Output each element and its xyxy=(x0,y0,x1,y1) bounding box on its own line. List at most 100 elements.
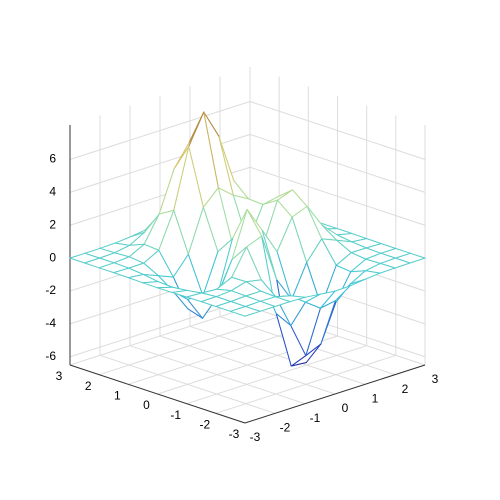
mesh-line xyxy=(203,111,220,137)
mesh-line xyxy=(231,208,248,260)
mesh-line xyxy=(113,272,129,279)
mesh-line xyxy=(218,135,234,196)
mesh-line xyxy=(305,307,321,357)
mesh-line xyxy=(188,111,205,148)
mesh-line xyxy=(335,264,352,273)
mesh-line xyxy=(336,239,352,254)
mesh-line xyxy=(201,288,218,294)
mesh-line xyxy=(217,238,233,296)
mesh-line xyxy=(202,187,219,208)
mesh-line xyxy=(245,279,262,283)
mesh-line xyxy=(143,249,160,264)
mesh-face xyxy=(172,291,203,319)
mesh-line xyxy=(409,257,426,264)
mesh-line xyxy=(187,206,204,255)
mesh-line xyxy=(173,146,190,170)
mesh-face xyxy=(217,209,248,295)
mesh-line xyxy=(142,282,158,289)
z-tick-label: -4 xyxy=(45,316,56,330)
mesh-line xyxy=(186,296,202,303)
mesh-face xyxy=(335,270,366,303)
mesh-line xyxy=(289,295,306,298)
mesh-face xyxy=(350,270,380,284)
y-tick-label: 3 xyxy=(56,369,63,383)
mesh-line xyxy=(172,253,189,278)
mesh-face xyxy=(203,112,234,196)
mesh-line xyxy=(215,305,231,312)
mesh-face xyxy=(262,230,292,300)
mesh-face xyxy=(203,187,233,252)
mesh-line xyxy=(365,247,382,254)
mesh-face xyxy=(128,263,159,276)
mesh-line xyxy=(259,305,276,312)
mesh-face xyxy=(336,252,366,272)
mesh-face xyxy=(173,146,204,255)
mesh-face xyxy=(188,112,219,208)
mesh-face xyxy=(158,275,188,309)
mesh-line xyxy=(305,343,322,364)
mesh-line xyxy=(172,286,188,291)
mesh-line xyxy=(215,300,232,307)
mesh-line xyxy=(274,301,291,307)
x-tick-label: 2 xyxy=(402,382,409,396)
mesh-line xyxy=(99,247,116,254)
y-tick-label: -1 xyxy=(170,408,181,422)
mesh-line xyxy=(290,362,307,367)
mesh-line xyxy=(245,295,261,302)
mesh-face xyxy=(350,259,381,272)
mesh-line xyxy=(217,187,234,247)
mesh-line xyxy=(246,235,263,248)
mesh-line xyxy=(304,293,321,303)
mesh-line xyxy=(336,232,353,236)
mesh-line xyxy=(322,223,338,230)
mesh-line xyxy=(143,262,159,277)
mesh-line xyxy=(202,251,219,297)
axis-line xyxy=(69,364,246,424)
mesh-line xyxy=(321,238,338,241)
mesh-line xyxy=(232,208,248,240)
mesh-face xyxy=(159,146,189,215)
mesh-line xyxy=(289,296,306,303)
mesh-line xyxy=(158,209,175,251)
mesh-line xyxy=(142,273,159,283)
mesh-line xyxy=(380,243,397,249)
y-tick-label: -3 xyxy=(229,427,240,441)
mesh-face xyxy=(336,240,367,253)
grid-line xyxy=(249,166,426,226)
mesh-line xyxy=(187,253,204,297)
mesh-line xyxy=(275,312,292,327)
mesh-line xyxy=(143,243,160,251)
mesh-line xyxy=(114,244,131,254)
mesh-face xyxy=(307,206,337,241)
grid-line xyxy=(215,354,396,414)
mesh-line xyxy=(188,146,204,208)
mesh-line xyxy=(334,285,351,292)
mesh-line xyxy=(218,135,235,182)
mesh-line xyxy=(216,276,233,290)
mesh-line xyxy=(157,286,173,289)
mesh-face xyxy=(277,189,308,218)
mesh-line xyxy=(304,301,321,309)
mesh-line xyxy=(394,262,411,269)
mesh-line xyxy=(114,236,131,244)
mesh-face xyxy=(202,238,233,296)
mesh-line xyxy=(230,281,247,292)
mesh-line xyxy=(99,257,115,264)
mesh-line xyxy=(216,288,232,292)
mesh-line xyxy=(233,180,249,200)
mesh-line xyxy=(244,305,261,312)
mesh-line xyxy=(114,242,131,246)
z-tick-label: 2 xyxy=(49,217,56,231)
mesh-line xyxy=(274,296,291,303)
mesh-line xyxy=(157,281,173,288)
mesh-line xyxy=(99,242,116,249)
mesh-line xyxy=(230,295,247,302)
mesh-line xyxy=(292,189,308,207)
mesh-line xyxy=(128,267,144,275)
mesh-line xyxy=(98,262,115,269)
mesh-line xyxy=(186,292,203,298)
mesh-line xyxy=(200,301,217,307)
mesh-line xyxy=(306,205,323,240)
mesh-line xyxy=(158,249,174,278)
x-tick-label: -3 xyxy=(250,430,261,444)
